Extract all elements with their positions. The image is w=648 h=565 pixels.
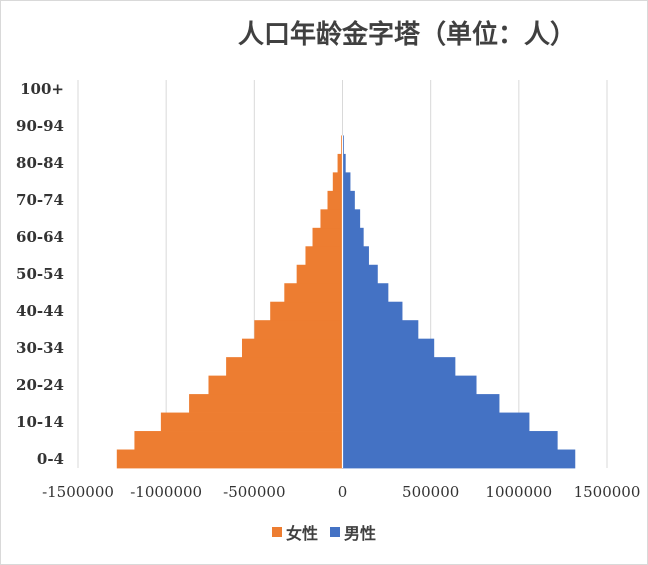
female-bar-0-4 xyxy=(116,449,343,469)
male-bar-0-4 xyxy=(342,449,576,469)
y-tick-label: 50-54 xyxy=(16,265,64,283)
y-tick-label: 70-74 xyxy=(16,191,64,209)
y-tick-label: 0-4 xyxy=(37,450,64,468)
male-bar-10-14 xyxy=(342,412,530,432)
x-tick-labels: -1500000 -1000000 -500000 0 500000 1000000 150… xyxy=(42,483,640,501)
y-tick-label: 100+ xyxy=(20,80,64,98)
x-tick-label: 1500000 xyxy=(574,483,641,501)
legend: 女性 男性 xyxy=(0,520,648,544)
x-tick-label: -500000 xyxy=(223,483,285,501)
female-bar-85-89 xyxy=(341,135,343,155)
legend-swatch-male xyxy=(330,527,340,537)
legend-label-male: 男性 xyxy=(344,524,377,543)
y-tick-label: 90-94 xyxy=(16,117,64,135)
female-bar-45-49 xyxy=(284,283,343,303)
y-tick-label: 10-14 xyxy=(16,413,64,431)
male-bar-70-74 xyxy=(342,190,355,210)
bars xyxy=(116,116,576,469)
female-bar-75-79 xyxy=(332,172,343,192)
male-bar-80-84 xyxy=(342,153,346,173)
legend-item-male: 男性 xyxy=(330,520,376,544)
male-bar-65-69 xyxy=(342,209,361,229)
male-bar-25-29 xyxy=(342,357,456,377)
male-bar-40-44 xyxy=(342,301,403,321)
female-bar-80-84 xyxy=(337,153,343,173)
female-bar-30-34 xyxy=(241,338,343,358)
female-bar-25-29 xyxy=(226,357,343,377)
female-bar-55-59 xyxy=(305,246,343,266)
male-bar-20-24 xyxy=(342,375,477,395)
y-tick-label: 20-24 xyxy=(16,376,64,394)
male-bar-5-9 xyxy=(342,431,558,450)
male-bar-75-79 xyxy=(342,172,351,192)
female-bar-50-54 xyxy=(296,264,343,284)
x-tick-label: 500000 xyxy=(402,483,459,501)
female-bar-40-44 xyxy=(270,301,343,321)
female-bar-35-39 xyxy=(254,320,343,340)
male-bar-45-49 xyxy=(342,283,389,303)
female-bar-65-69 xyxy=(320,209,343,229)
x-tick-label: -1500000 xyxy=(42,483,114,501)
legend-swatch-female xyxy=(271,527,282,537)
x-tick-label: 1000000 xyxy=(485,483,552,501)
legend-item-female: 女性 xyxy=(271,520,318,544)
male-bar-50-54 xyxy=(342,264,378,284)
female-bar-70-74 xyxy=(327,190,343,210)
female-bar-60-64 xyxy=(312,227,343,247)
x-tick-label: -1000000 xyxy=(130,483,202,501)
y-tick-label: 30-34 xyxy=(16,339,64,357)
x-tick-label: 0 xyxy=(338,483,348,501)
female-bar-15-19 xyxy=(189,394,343,413)
male-bar-85-89 xyxy=(342,135,344,155)
male-bar-15-19 xyxy=(342,394,500,413)
female-bar-20-24 xyxy=(208,375,343,395)
male-bar-60-64 xyxy=(342,227,364,247)
chart-title: 人口年龄金字塔（单位：人） xyxy=(237,20,576,50)
male-bar-35-39 xyxy=(342,320,419,340)
female-bar-10-14 xyxy=(160,412,343,432)
legend-label-female: 女性 xyxy=(285,524,318,543)
y-tick-labels: 0-4 10-14 20-24 30-34 40-44 50-54 60-64 70-74 80… xyxy=(16,80,64,468)
male-bar-55-59 xyxy=(342,246,369,266)
y-tick-label: 80-84 xyxy=(16,154,64,172)
male-bar-30-34 xyxy=(342,338,435,358)
y-tick-label: 40-44 xyxy=(16,302,64,320)
y-tick-label: 60-64 xyxy=(16,228,64,246)
female-bar-5-9 xyxy=(134,431,343,450)
